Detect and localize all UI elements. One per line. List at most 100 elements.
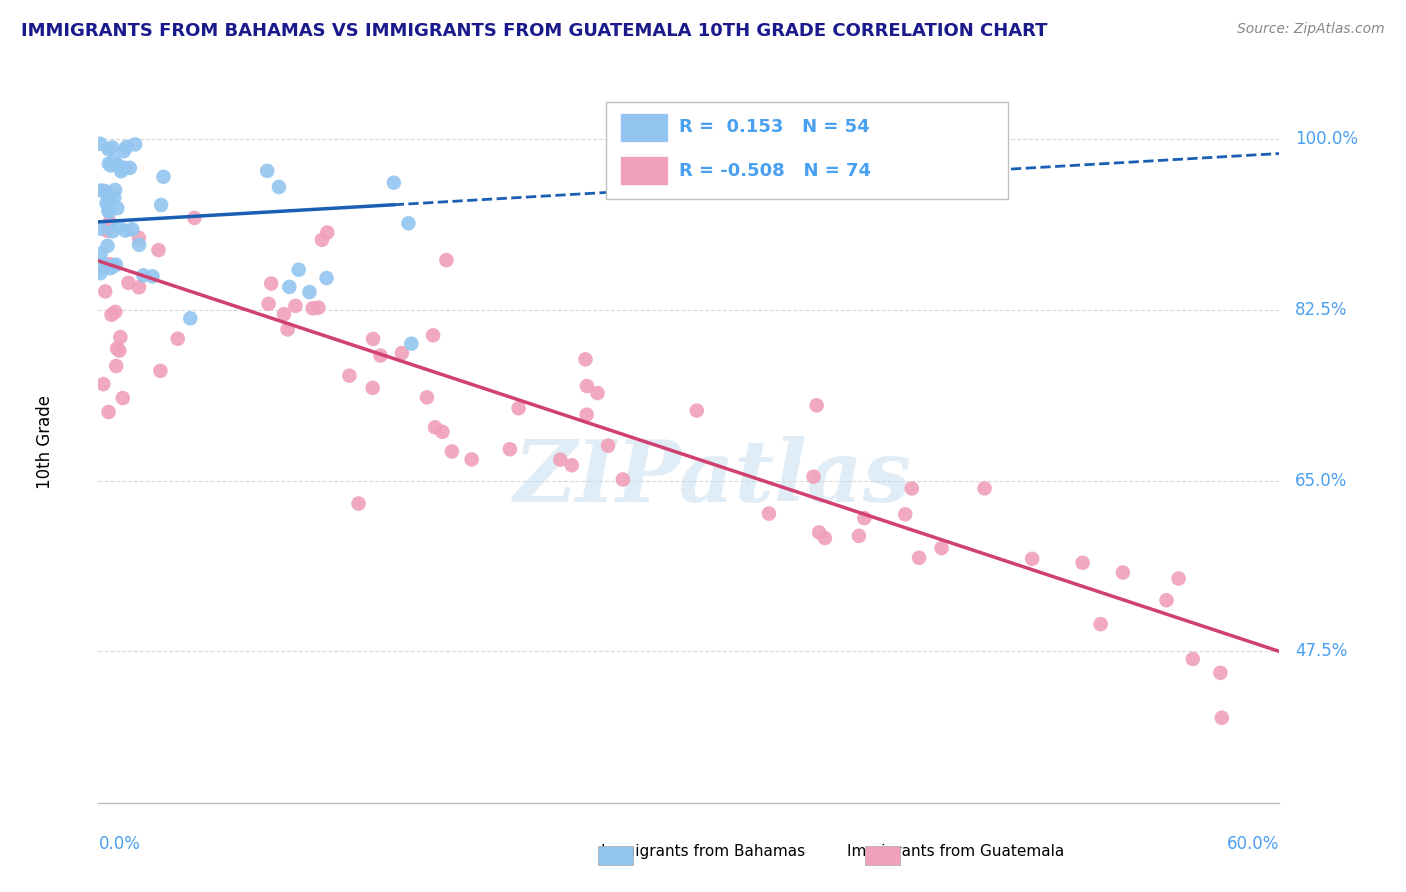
Point bbox=[110, 164, 132, 178]
Point bbox=[114, 224, 136, 238]
Point bbox=[91, 377, 114, 392]
Point bbox=[1209, 665, 1232, 680]
Point bbox=[561, 458, 583, 473]
Point bbox=[315, 271, 337, 285]
Point bbox=[370, 349, 392, 363]
Point bbox=[277, 322, 299, 336]
Point bbox=[298, 285, 321, 299]
Point bbox=[287, 262, 309, 277]
Point bbox=[508, 401, 530, 416]
Point bbox=[89, 266, 111, 280]
Point bbox=[416, 390, 439, 404]
Point bbox=[128, 238, 150, 252]
Point bbox=[105, 201, 128, 215]
FancyBboxPatch shape bbox=[620, 156, 668, 185]
Point bbox=[96, 224, 118, 238]
Point bbox=[612, 472, 634, 486]
Point bbox=[110, 330, 132, 344]
Point bbox=[89, 136, 111, 151]
Text: Source: ZipAtlas.com: Source: ZipAtlas.com bbox=[1237, 22, 1385, 37]
Point bbox=[273, 307, 295, 321]
Point bbox=[307, 301, 329, 315]
Point bbox=[894, 508, 917, 522]
Point bbox=[104, 258, 127, 272]
Point bbox=[361, 332, 384, 346]
Point bbox=[853, 511, 876, 525]
Point bbox=[440, 444, 463, 458]
Point bbox=[148, 243, 170, 257]
Point bbox=[103, 154, 125, 169]
Point bbox=[1090, 617, 1112, 632]
Point bbox=[758, 507, 780, 521]
Point bbox=[103, 191, 125, 205]
Point bbox=[1112, 566, 1135, 580]
Point bbox=[128, 231, 150, 245]
Point bbox=[575, 379, 598, 393]
Text: 100.0%: 100.0% bbox=[1295, 130, 1358, 148]
Point bbox=[100, 159, 122, 173]
Point bbox=[97, 156, 120, 170]
Point bbox=[93, 258, 115, 272]
Point bbox=[806, 398, 828, 412]
Point bbox=[150, 198, 173, 212]
Point bbox=[260, 277, 283, 291]
Point bbox=[105, 342, 128, 356]
Point bbox=[848, 529, 870, 543]
Point bbox=[91, 260, 114, 274]
Point bbox=[89, 221, 111, 235]
Point bbox=[382, 176, 405, 190]
Point bbox=[460, 452, 482, 467]
Point bbox=[301, 301, 323, 316]
Point bbox=[101, 224, 124, 238]
Point bbox=[1181, 652, 1204, 666]
Point bbox=[94, 285, 117, 299]
Point bbox=[104, 305, 127, 319]
Point bbox=[97, 203, 120, 218]
Point bbox=[152, 169, 174, 184]
Point bbox=[166, 332, 188, 346]
Point bbox=[256, 164, 278, 178]
Point bbox=[112, 145, 135, 159]
Point bbox=[98, 261, 121, 276]
Point bbox=[103, 259, 125, 273]
Text: R = -0.508   N = 74: R = -0.508 N = 74 bbox=[679, 161, 872, 179]
Point bbox=[1167, 572, 1189, 586]
Point bbox=[118, 161, 141, 175]
Point bbox=[396, 216, 419, 230]
Point bbox=[422, 328, 444, 343]
Point bbox=[97, 142, 120, 156]
Point bbox=[499, 442, 522, 457]
Point bbox=[347, 497, 370, 511]
Point bbox=[97, 204, 120, 219]
Point bbox=[141, 269, 163, 284]
Point bbox=[117, 276, 139, 290]
Point bbox=[284, 299, 307, 313]
Point bbox=[1211, 711, 1233, 725]
Point bbox=[104, 183, 127, 197]
Point bbox=[128, 280, 150, 294]
Point bbox=[108, 343, 131, 358]
Point bbox=[339, 368, 361, 383]
Point bbox=[1021, 551, 1043, 566]
Point bbox=[101, 140, 124, 154]
Text: 10th Grade: 10th Grade bbox=[37, 394, 55, 489]
Text: 60.0%: 60.0% bbox=[1227, 835, 1279, 854]
Point bbox=[361, 381, 384, 395]
FancyBboxPatch shape bbox=[606, 102, 1008, 200]
Point bbox=[803, 469, 825, 483]
Text: Immigrants from Bahamas: Immigrants from Bahamas bbox=[600, 845, 806, 859]
Point bbox=[90, 184, 112, 198]
Point bbox=[316, 226, 339, 240]
Point bbox=[423, 420, 446, 434]
Point bbox=[814, 531, 837, 545]
Text: 0.0%: 0.0% bbox=[98, 835, 141, 854]
Point bbox=[596, 439, 619, 453]
Point bbox=[105, 158, 128, 172]
Point bbox=[1156, 593, 1178, 607]
Point bbox=[100, 308, 122, 322]
Point bbox=[311, 233, 333, 247]
Point bbox=[149, 364, 172, 378]
Point bbox=[179, 311, 201, 326]
Text: Immigrants from Guatemala: Immigrants from Guatemala bbox=[848, 845, 1064, 859]
Point bbox=[550, 452, 572, 467]
